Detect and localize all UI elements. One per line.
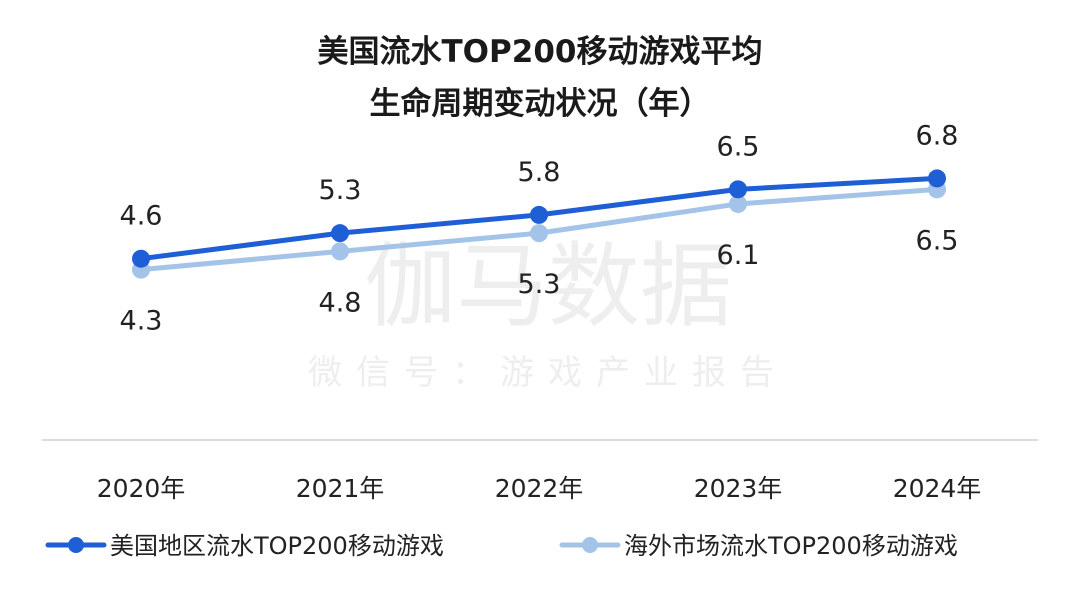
data-label-series-2: 6.1 — [717, 240, 760, 271]
series-1-point — [132, 249, 150, 268]
data-label-series-1: 6.5 — [717, 131, 760, 162]
watermark-text: 伽马数据 — [364, 233, 732, 340]
legend-marker-2 — [582, 537, 598, 553]
watermark: 伽马数据 微信号：游戏产业报告 — [308, 233, 788, 393]
series-1-point — [530, 205, 548, 224]
x-tick-label: 2024年 — [893, 474, 982, 503]
data-label-series-2: 6.5 — [916, 225, 959, 256]
legend-label-2: 海外市场流水TOP200移动游戏 — [624, 532, 958, 560]
x-tick-label: 2021年 — [296, 474, 385, 503]
data-label-series-2: 4.8 — [319, 287, 362, 318]
series-1-point — [928, 169, 946, 188]
x-tick-label: 2020年 — [97, 474, 186, 503]
series-2-point — [331, 242, 349, 261]
x-tick-label: 2023年 — [694, 474, 783, 503]
data-label-series-2: 5.3 — [518, 269, 561, 300]
series-1-point — [331, 224, 349, 243]
legend-marker-1 — [68, 537, 84, 553]
data-label-series-1: 5.8 — [518, 157, 561, 188]
chart-title-line2: 生命周期变动状况（年） — [369, 86, 711, 122]
legend-label-1: 美国地区流水TOP200移动游戏 — [110, 532, 444, 560]
series-1-point — [729, 180, 747, 199]
data-label-series-1: 4.6 — [120, 201, 163, 232]
series-2-point — [530, 224, 548, 243]
data-label-series-2: 4.3 — [120, 306, 163, 337]
x-tick-label: 2022年 — [495, 474, 584, 503]
chart-title-line1: 美国流水TOP200移动游戏平均 — [317, 34, 763, 70]
data-label-series-1: 5.3 — [319, 175, 362, 206]
watermark-subtext: 微信号：游戏产业报告 — [308, 353, 788, 393]
series-2-point — [729, 194, 747, 213]
data-label-series-1: 6.8 — [916, 120, 959, 151]
